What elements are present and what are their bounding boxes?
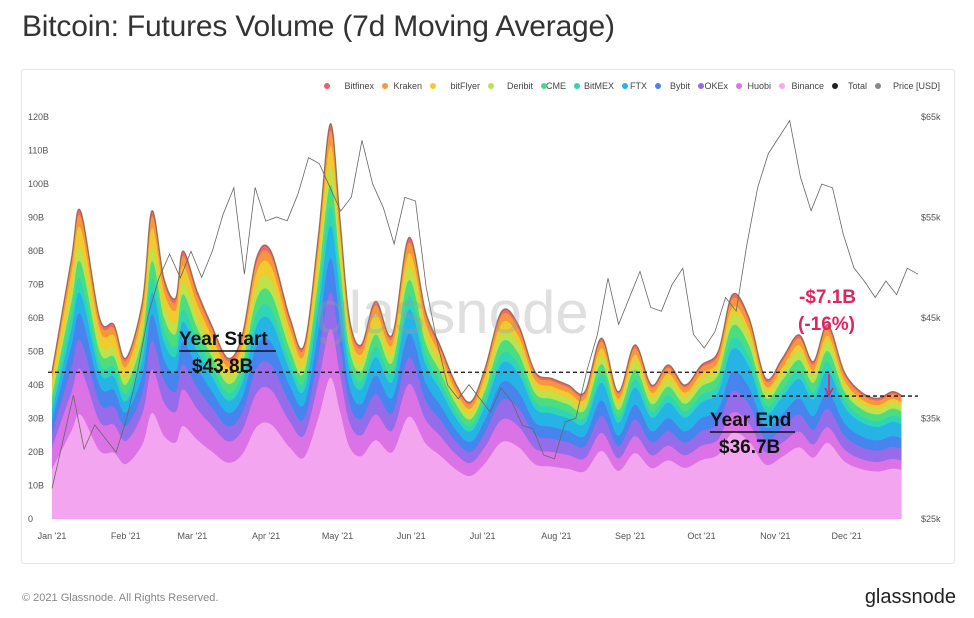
legend-item[interactable]: Huobi	[736, 81, 771, 91]
year-start-label: Year Start	[179, 329, 268, 350]
legend-label: Total	[848, 81, 867, 91]
legend-label: Bybit	[670, 81, 691, 91]
y-tick-left: 100B	[28, 179, 49, 189]
year-start-value: $43.8B	[192, 356, 253, 377]
x-tick: Nov '21	[760, 531, 790, 541]
x-tick: Sep '21	[615, 531, 645, 541]
y-tick-right: $45k	[921, 313, 941, 323]
legend-label: OKEx	[704, 81, 728, 91]
footer-copyright: © 2021 Glassnode. All Rights Reserved.	[22, 592, 219, 604]
legend-swatch	[488, 83, 494, 89]
change-arrow-head	[824, 387, 834, 397]
legend-swatch	[382, 83, 388, 89]
legend-label: Deribit	[507, 81, 534, 91]
legend-swatch	[736, 83, 742, 89]
y-tick-left: 80B	[28, 246, 44, 256]
legend-swatch	[541, 83, 547, 89]
legend-item[interactable]: FTX	[622, 81, 647, 91]
year-end-value: $36.7B	[719, 437, 780, 458]
y-tick-left: 70B	[28, 280, 44, 290]
futures-volume-chart: Price [USD] Total Binance Huobi OKEx Bybit FTX…	[28, 81, 941, 541]
y-tick-left: 40B	[28, 380, 44, 390]
x-tick: Mar '21	[178, 531, 208, 541]
year-end-label: Year End	[710, 410, 791, 431]
legend-item[interactable]: Total	[832, 81, 867, 91]
price-line	[51, 119, 919, 489]
y-tick-left: 60B	[28, 313, 44, 323]
y-axis-right: $25k $35k $45k $55k $65k	[921, 112, 941, 524]
legend-swatch	[324, 83, 330, 89]
legend-swatch	[430, 83, 436, 89]
legend-item[interactable]: Binance	[779, 81, 824, 91]
legend-item[interactable]: Kraken	[382, 81, 422, 91]
watermark: glassnode	[315, 279, 589, 346]
y-tick-left: 90B	[28, 213, 44, 223]
y-tick-left: 110B	[28, 146, 48, 156]
y-tick-left: 20B	[28, 447, 44, 457]
y-tick-left: 120B	[28, 112, 49, 122]
legend-item[interactable]: Bitfinex	[324, 81, 374, 91]
legend-item[interactable]: BitMEX	[574, 81, 614, 91]
y-tick-right: $25k	[921, 514, 941, 524]
annotations: Year Start $43.8B Year End $36.7B -$7.1B (-16…	[48, 287, 918, 458]
y-tick-left: 10B	[28, 481, 44, 491]
legend-item[interactable]: OKEx	[698, 81, 728, 91]
legend-label: FTX	[630, 81, 647, 91]
footer-logo[interactable]: glassnode	[864, 586, 956, 608]
change-amount: -$7.1B	[799, 287, 856, 308]
legend-swatch	[832, 83, 838, 89]
x-tick: Aug '21	[541, 531, 571, 541]
y-tick-right: $35k	[921, 414, 941, 424]
x-axis: Jan '21 Feb '21 Mar '21 Apr '21 May '21 Jun '…	[38, 531, 862, 541]
legend-label: Bitfinex	[344, 81, 374, 91]
legend-item[interactable]: Bybit	[655, 81, 690, 91]
legend: Price [USD] Total Binance Huobi OKEx Bybit FTX…	[324, 81, 940, 91]
y-tick-right: $65k	[921, 112, 941, 122]
legend-swatch	[655, 83, 661, 89]
price-usd-line	[51, 119, 919, 489]
page-title: Bitcoin: Futures Volume (7d Moving Avera…	[22, 10, 615, 43]
legend-swatch	[622, 83, 628, 89]
x-tick: Feb '21	[111, 531, 141, 541]
legend-swatch	[779, 83, 785, 89]
x-tick: Jul '21	[470, 531, 496, 541]
legend-label: bitFlyer	[450, 81, 480, 91]
legend-item[interactable]: Deribit	[488, 81, 533, 91]
y-tick-left: 30B	[28, 414, 44, 424]
stacked-areas	[51, 123, 902, 520]
x-tick: Oct '21	[687, 531, 715, 541]
x-tick: Apr '21	[252, 531, 280, 541]
legend-label: CME	[546, 81, 566, 91]
legend-label: BitMEX	[584, 81, 614, 91]
legend-item[interactable]: Price [USD]	[875, 81, 940, 91]
chart-card: Price [USD] Total Binance Huobi OKEx Bybit FTX…	[21, 69, 955, 564]
change-percent: (-16%)	[798, 314, 855, 335]
legend-swatch	[875, 83, 881, 89]
y-axis-left: 0 10B 20B 30B 40B 50B 60B 70B 80B 90B 100B 110B 120B	[28, 112, 49, 524]
legend-item[interactable]: bitFlyer	[430, 81, 480, 91]
total-line	[51, 123, 902, 403]
legend-label: Kraken	[393, 81, 422, 91]
legend-label: Price [USD]	[893, 81, 940, 91]
legend-swatch	[574, 83, 580, 89]
x-tick: Dec '21	[832, 531, 862, 541]
legend-label: Binance	[791, 81, 824, 91]
legend-item[interactable]: CME	[541, 81, 566, 91]
x-tick: Jan '21	[38, 531, 67, 541]
x-tick: Jun '21	[397, 531, 426, 541]
y-tick-right: $55k	[921, 213, 941, 223]
y-tick-left: 0	[28, 514, 33, 524]
y-tick-left: 50B	[28, 347, 44, 357]
legend-swatch	[698, 83, 704, 89]
x-tick: May '21	[322, 531, 353, 541]
area-binance	[52, 377, 902, 519]
legend-label: Huobi	[747, 81, 771, 91]
